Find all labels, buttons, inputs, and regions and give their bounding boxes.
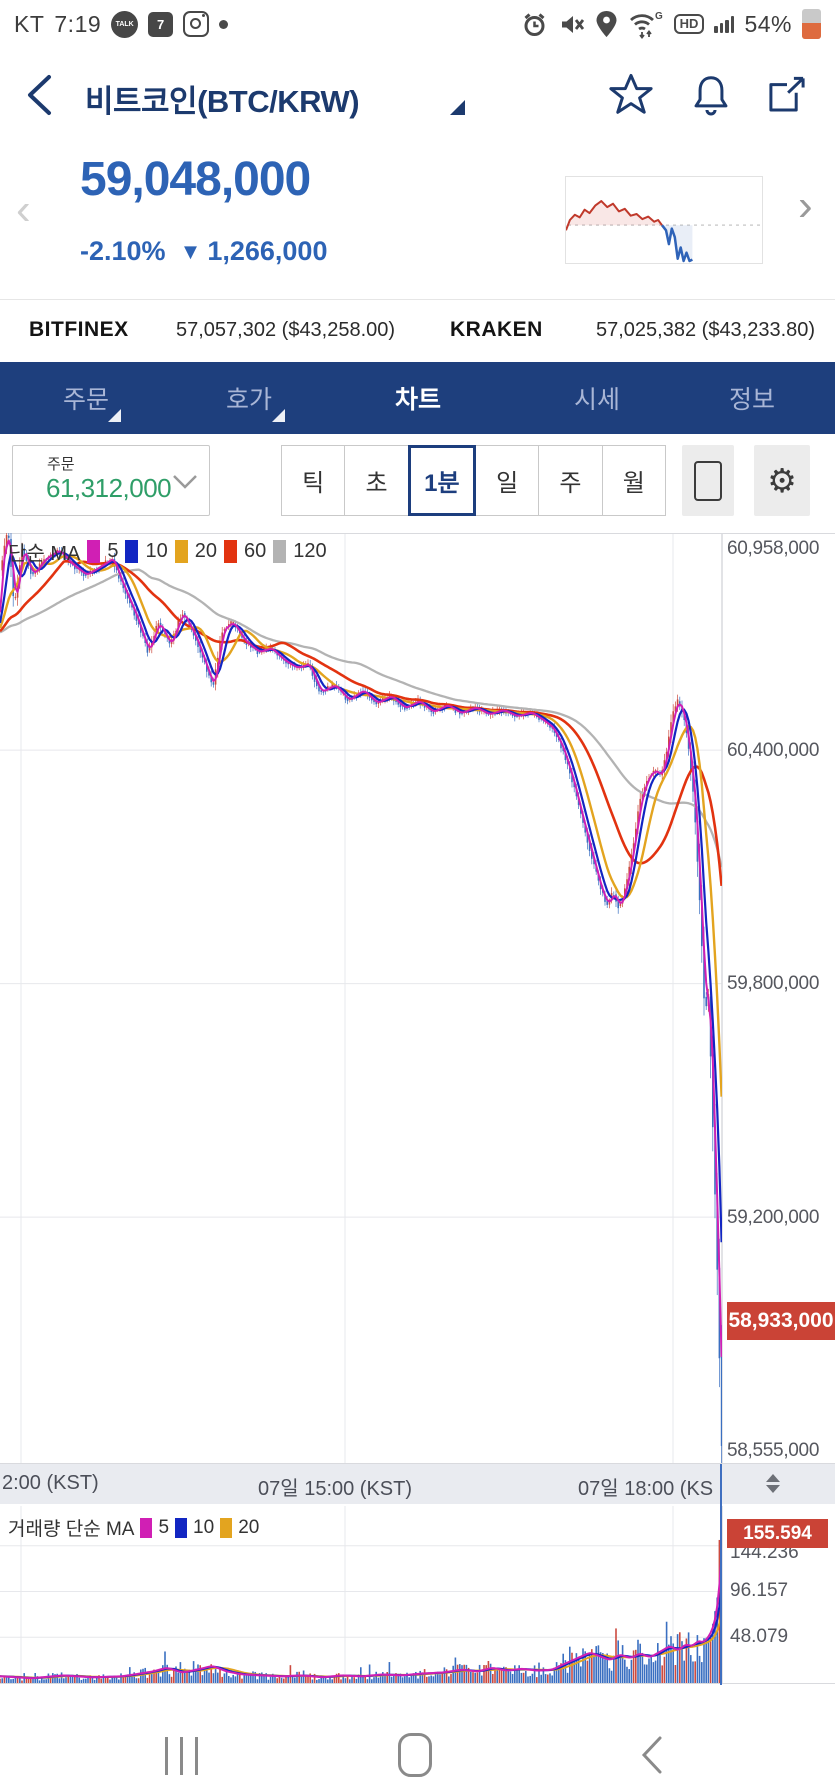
volume-badge: 155.594: [727, 1519, 828, 1548]
vol-ma5-swatch-icon: [140, 1517, 153, 1538]
status-bar: KT 7:19 TALK 7 G HD 54%: [0, 0, 835, 48]
ma60-swatch-icon: [223, 540, 237, 563]
kraken-price: 57,025,382 ($43,233.80): [596, 319, 816, 341]
hd-voice-icon: HD: [673, 14, 705, 34]
status-time: 7:19: [54, 10, 102, 37]
tab-order-dropdown-icon: [108, 409, 121, 422]
vol-ma10-swatch-icon: [175, 1517, 188, 1538]
y-axis-label: 59,800,000: [727, 973, 820, 994]
interval-1min-button[interactable]: 1분: [407, 445, 476, 516]
tab-orderbook-dropdown-icon: [272, 409, 285, 422]
chart-cursor-line: [719, 1464, 722, 1685]
y-axis-label: 60,400,000: [727, 740, 820, 761]
location-icon: [595, 10, 618, 38]
carrier-label: KT: [14, 10, 45, 37]
current-price: 59,048,000: [80, 153, 311, 206]
interval-button-group: 틱 초 1분 일 주 월: [281, 445, 666, 516]
tab-order[interactable]: 주문: [62, 386, 109, 414]
interval-week-button[interactable]: 주: [538, 445, 603, 516]
y-axis-label: 58,555,000: [727, 1440, 820, 1461]
change-percent: -2.10%: [80, 236, 166, 266]
signal-strength-icon: [714, 15, 735, 33]
volume-y-label: 96.157: [730, 1580, 789, 1601]
price-change-row: -2.10% ▼ 1,266,000: [80, 236, 327, 267]
alarm-icon: [521, 11, 548, 38]
y-axis-label: 59,200,000: [727, 1207, 820, 1228]
volume-y-label: 48.079: [730, 1626, 789, 1647]
mini-sparkline: [565, 176, 763, 264]
interval-month-button[interactable]: 월: [601, 445, 666, 516]
notification-dot-icon: [219, 19, 229, 29]
divider: [0, 299, 835, 300]
vol-ma10-period: 10: [193, 1516, 215, 1538]
battery-percent: 54%: [744, 10, 792, 37]
ma60-period: 60: [243, 540, 267, 562]
bitfinex-price: 57,057,302 ($43,258.00): [176, 319, 396, 341]
tab-chart[interactable]: 차트: [394, 386, 441, 414]
ma20-period: 20: [194, 540, 217, 562]
back-button[interactable]: [22, 72, 56, 118]
mute-icon: [558, 11, 585, 38]
kakao-label: TALK: [115, 20, 134, 28]
wifi-icon: G: [628, 9, 664, 39]
gear-icon: ⚙: [767, 461, 797, 500]
page-title[interactable]: 비트코인(BTC/KRW): [85, 84, 360, 119]
bitfinex-label: BITFINEX: [29, 318, 129, 341]
kraken-label: KRAKEN: [450, 318, 543, 341]
vol-ma5-period: 5: [158, 1516, 170, 1538]
tab-info[interactable]: 정보: [728, 386, 775, 414]
chart-style-button[interactable]: [682, 445, 734, 516]
chevron-down-icon: [173, 475, 197, 489]
rectangle-icon: [694, 460, 722, 501]
down-arrow-icon: ▼: [179, 238, 202, 264]
prev-coin-chevron[interactable]: ‹: [16, 185, 31, 234]
interval-tick-button[interactable]: 틱: [281, 445, 346, 516]
volume-ma-legend: 거래량 단순 MA 5 10 20: [8, 1514, 259, 1541]
recent-apps-button[interactable]: [165, 1737, 198, 1775]
tab-quotes[interactable]: 시세: [573, 386, 620, 414]
calendar-notification-icon: 7: [148, 11, 174, 37]
ma-legend-label: 단순 MA: [8, 543, 81, 565]
ma10-swatch-icon: [125, 540, 139, 563]
alerts-bell-button[interactable]: [688, 72, 734, 118]
ma20-swatch-icon: [174, 540, 188, 563]
y-axis-label: 60,958,000: [727, 538, 820, 559]
axis-expand-icon[interactable]: [766, 1474, 780, 1493]
change-amount: 1,266,000: [207, 236, 328, 266]
interval-day-button[interactable]: 일: [474, 445, 540, 516]
vol-ma20-period: 20: [238, 1516, 260, 1538]
instagram-notification-icon: [183, 11, 210, 37]
share-button[interactable]: [764, 72, 810, 118]
vol-ma20-swatch-icon: [220, 1517, 233, 1538]
ma5-swatch-icon: [87, 540, 101, 563]
battery-icon: [802, 9, 821, 39]
order-dropdown-label: 주문: [47, 456, 75, 473]
x-axis-label: 07일 18:00 (KS: [578, 1478, 714, 1500]
ma-legend: 단순 MA 5 10 20 60 120: [8, 537, 327, 566]
title-dropdown-icon[interactable]: [450, 100, 465, 115]
home-button[interactable]: [398, 1733, 432, 1777]
tab-orderbook[interactable]: 호가: [225, 386, 272, 414]
x-axis-label: 2:00 (KST): [2, 1472, 99, 1494]
volume-legend-label: 거래량 단순 MA: [8, 1519, 135, 1540]
chart-settings-button[interactable]: ⚙: [754, 445, 810, 516]
x-axis-label: 07일 15:00 (KST): [258, 1478, 413, 1500]
interval-second-button[interactable]: 초: [344, 445, 409, 516]
favorite-star-button[interactable]: [608, 72, 654, 118]
ma120-period: 120: [293, 540, 327, 562]
ma10-period: 10: [145, 540, 168, 562]
android-back-button[interactable]: [640, 1735, 664, 1775]
main-tab-bar: 주문 호가 차트 시세 정보: [0, 362, 835, 434]
current-price-badge: 58,933,000: [727, 1302, 835, 1340]
ma5-period: 5: [107, 540, 119, 562]
next-coin-chevron[interactable]: ›: [798, 181, 813, 230]
order-dropdown-value: 61,312,000: [46, 473, 172, 503]
order-price-dropdown[interactable]: 주문 61,312,000: [12, 445, 210, 516]
svg-text:G: G: [655, 11, 663, 22]
ma120-swatch-icon: [273, 540, 287, 563]
kakaotalk-notification-icon: TALK: [111, 10, 139, 38]
calendar-label: 7: [157, 16, 165, 32]
time-axis: 2:00 (KST) 07일 15:00 (KST) 07일 18:00 (KS: [0, 1464, 835, 1504]
